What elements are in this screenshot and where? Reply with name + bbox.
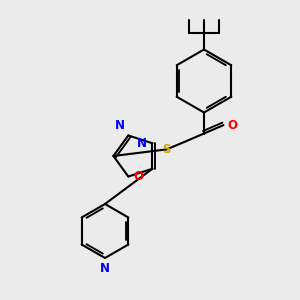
Text: S: S bbox=[162, 143, 171, 156]
Text: N: N bbox=[137, 137, 147, 150]
Text: O: O bbox=[227, 118, 237, 132]
Text: N: N bbox=[100, 262, 110, 275]
Text: N: N bbox=[115, 119, 125, 133]
Text: O: O bbox=[134, 170, 144, 183]
